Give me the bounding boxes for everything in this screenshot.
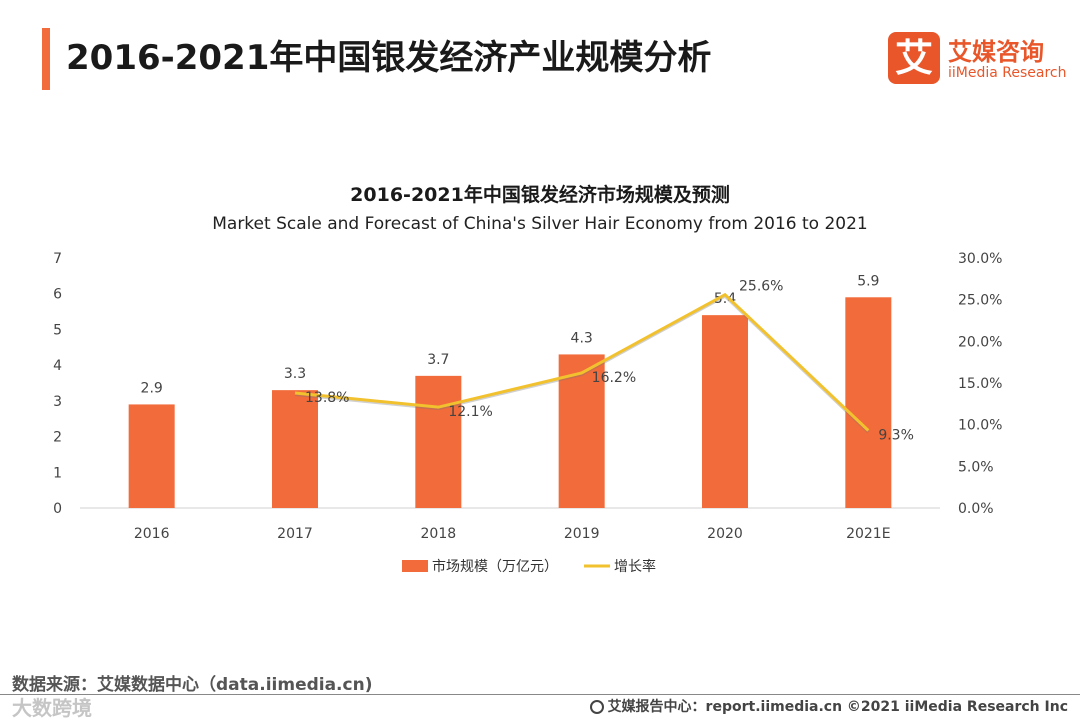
watermark: 大数跨境 [12, 696, 92, 720]
y2-tick-label: 0.0% [958, 501, 994, 517]
y-tick-label: 4 [53, 358, 62, 374]
y-tick-label: 3 [53, 394, 62, 410]
growth-value-label: 25.6% [739, 279, 783, 295]
chart-subtitle: Market Scale and Forecast of China's Sil… [212, 214, 868, 234]
y2-tick-label: 25.0% [958, 293, 1002, 309]
logo-name-en: iiMedia Research [948, 65, 1067, 81]
y2-tick-label: 20.0% [958, 334, 1002, 350]
y2-tick-label: 30.0% [958, 251, 1002, 267]
legend-line-label: 增长率 [614, 558, 656, 575]
data-source: 数据来源：艾媒数据中心（data.iimedia.cn) [12, 675, 373, 695]
legend-bar-label: 市场规模（万亿元） [432, 558, 558, 575]
y2-tick-label: 5.0% [958, 459, 994, 475]
legend-bar-swatch [402, 560, 428, 572]
bar-value-label: 5.4 [714, 291, 736, 307]
bar-value-label: 4.3 [571, 330, 593, 346]
x-tick-label: 2020 [707, 526, 743, 542]
y-tick-label: 5 [53, 322, 62, 338]
y-tick-label: 7 [53, 251, 62, 267]
y2-tick-label: 15.0% [958, 376, 1002, 392]
growth-value-label: 16.2% [592, 370, 636, 386]
y-tick-label: 2 [53, 430, 62, 446]
bar-2019 [558, 354, 605, 508]
title-accent-bar [42, 28, 50, 90]
growth-value-label: 9.3% [878, 428, 914, 444]
growth-line [294, 292, 870, 432]
chart-title: 2016-2021年中国银发经济市场规模及预测 [350, 184, 730, 206]
globe-icon [589, 700, 604, 714]
logo-name-cn: 艾媒咨询 [948, 38, 1044, 66]
bar-value-label: 5.9 [857, 273, 879, 289]
x-tick-label: 2017 [277, 526, 313, 542]
y-tick-label: 6 [53, 287, 62, 303]
bar-2018 [415, 375, 462, 508]
page-title: 2016-2021年中国银发经济产业规模分析 [66, 38, 712, 78]
x-tick-label: 2021E [846, 526, 890, 542]
logo-mark-icon: 艾 [888, 32, 940, 84]
x-tick-label: 2016 [134, 526, 170, 542]
bar-2020 [702, 315, 748, 508]
footer-divider [0, 694, 1080, 695]
bar-value-label: 2.9 [141, 380, 163, 396]
y2-tick-label: 10.0% [958, 418, 1002, 434]
y-tick-label: 0 [53, 501, 62, 517]
bar-value-label: 3.7 [427, 352, 449, 368]
footer-report-text: 艾媒报告中心：report.iimedia.cn ©2021 iiMedia R… [607, 699, 1068, 715]
x-tick-label: 2018 [421, 526, 457, 542]
x-tick-label: 2019 [564, 526, 600, 542]
growth-value-label: 12.1% [448, 404, 492, 420]
footer-report: 艾媒报告中心：report.iimedia.cn ©2021 iiMedia R… [589, 696, 1068, 716]
bar-2016 [128, 404, 175, 508]
growth-value-label: 13.8% [305, 390, 349, 406]
bar-2021E [845, 297, 892, 508]
bar-value-label: 3.3 [284, 366, 306, 382]
bar-2017 [272, 390, 318, 508]
y-tick-label: 1 [53, 465, 62, 481]
iimedia-logo: 艾 艾媒咨询 iiMedia Research [888, 32, 1068, 84]
